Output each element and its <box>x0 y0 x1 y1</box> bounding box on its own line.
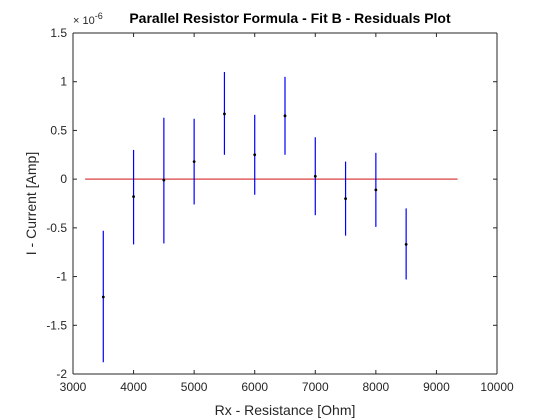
data-point <box>162 178 166 182</box>
data-point <box>223 112 226 116</box>
x-tick-label: 6000 <box>241 380 268 394</box>
y-axis-exponent-label: × 10-6 <box>73 11 103 27</box>
x-tick-label: 3000 <box>60 380 87 394</box>
data-point <box>374 188 378 192</box>
data-point <box>132 195 135 199</box>
x-tick-label: 5000 <box>181 380 208 394</box>
data-points <box>101 112 408 299</box>
y-tick-label: -2 <box>56 367 67 381</box>
data-point <box>253 153 257 157</box>
y-tick-label: 0 <box>60 172 67 186</box>
x-tick-label: 4000 <box>120 380 147 394</box>
data-point <box>344 197 347 201</box>
x-axis-ticks: 3000 4000 5000 6000 7000 8000 9000 10000 <box>60 33 514 394</box>
y-tick-label: -1 <box>56 270 67 284</box>
y-tick-label: 0.5 <box>50 123 67 137</box>
x-tick-label: 8000 <box>363 380 390 394</box>
y-tick-label: -0.5 <box>46 221 67 235</box>
data-point <box>101 295 105 299</box>
data-point <box>283 114 287 118</box>
x-tick-label: 9000 <box>423 380 450 394</box>
axes-frame <box>72 32 498 375</box>
data-point <box>313 174 317 178</box>
chart-title: Parallel Resistor Formula - Fit B - Resi… <box>129 10 451 26</box>
exponent-power: -6 <box>95 11 103 21</box>
y-tick-label: 1 <box>60 75 67 89</box>
data-point <box>192 160 196 164</box>
y-axis-label: I - Current [Amp] <box>23 152 39 255</box>
x-tick-label: 7000 <box>302 380 329 394</box>
x-axis-label: Rx - Resistance [Ohm] <box>215 402 356 418</box>
exponent-base: × 10 <box>73 15 95 27</box>
x-tick-label: 10000 <box>480 380 514 394</box>
y-tick-label: -1.5 <box>46 318 67 332</box>
data-point <box>404 243 408 246</box>
y-axis-ticks: -2 -1.5 -1 -0.5 0 0.5 1 1.5 <box>46 26 497 381</box>
y-tick-label: 1.5 <box>50 26 67 40</box>
